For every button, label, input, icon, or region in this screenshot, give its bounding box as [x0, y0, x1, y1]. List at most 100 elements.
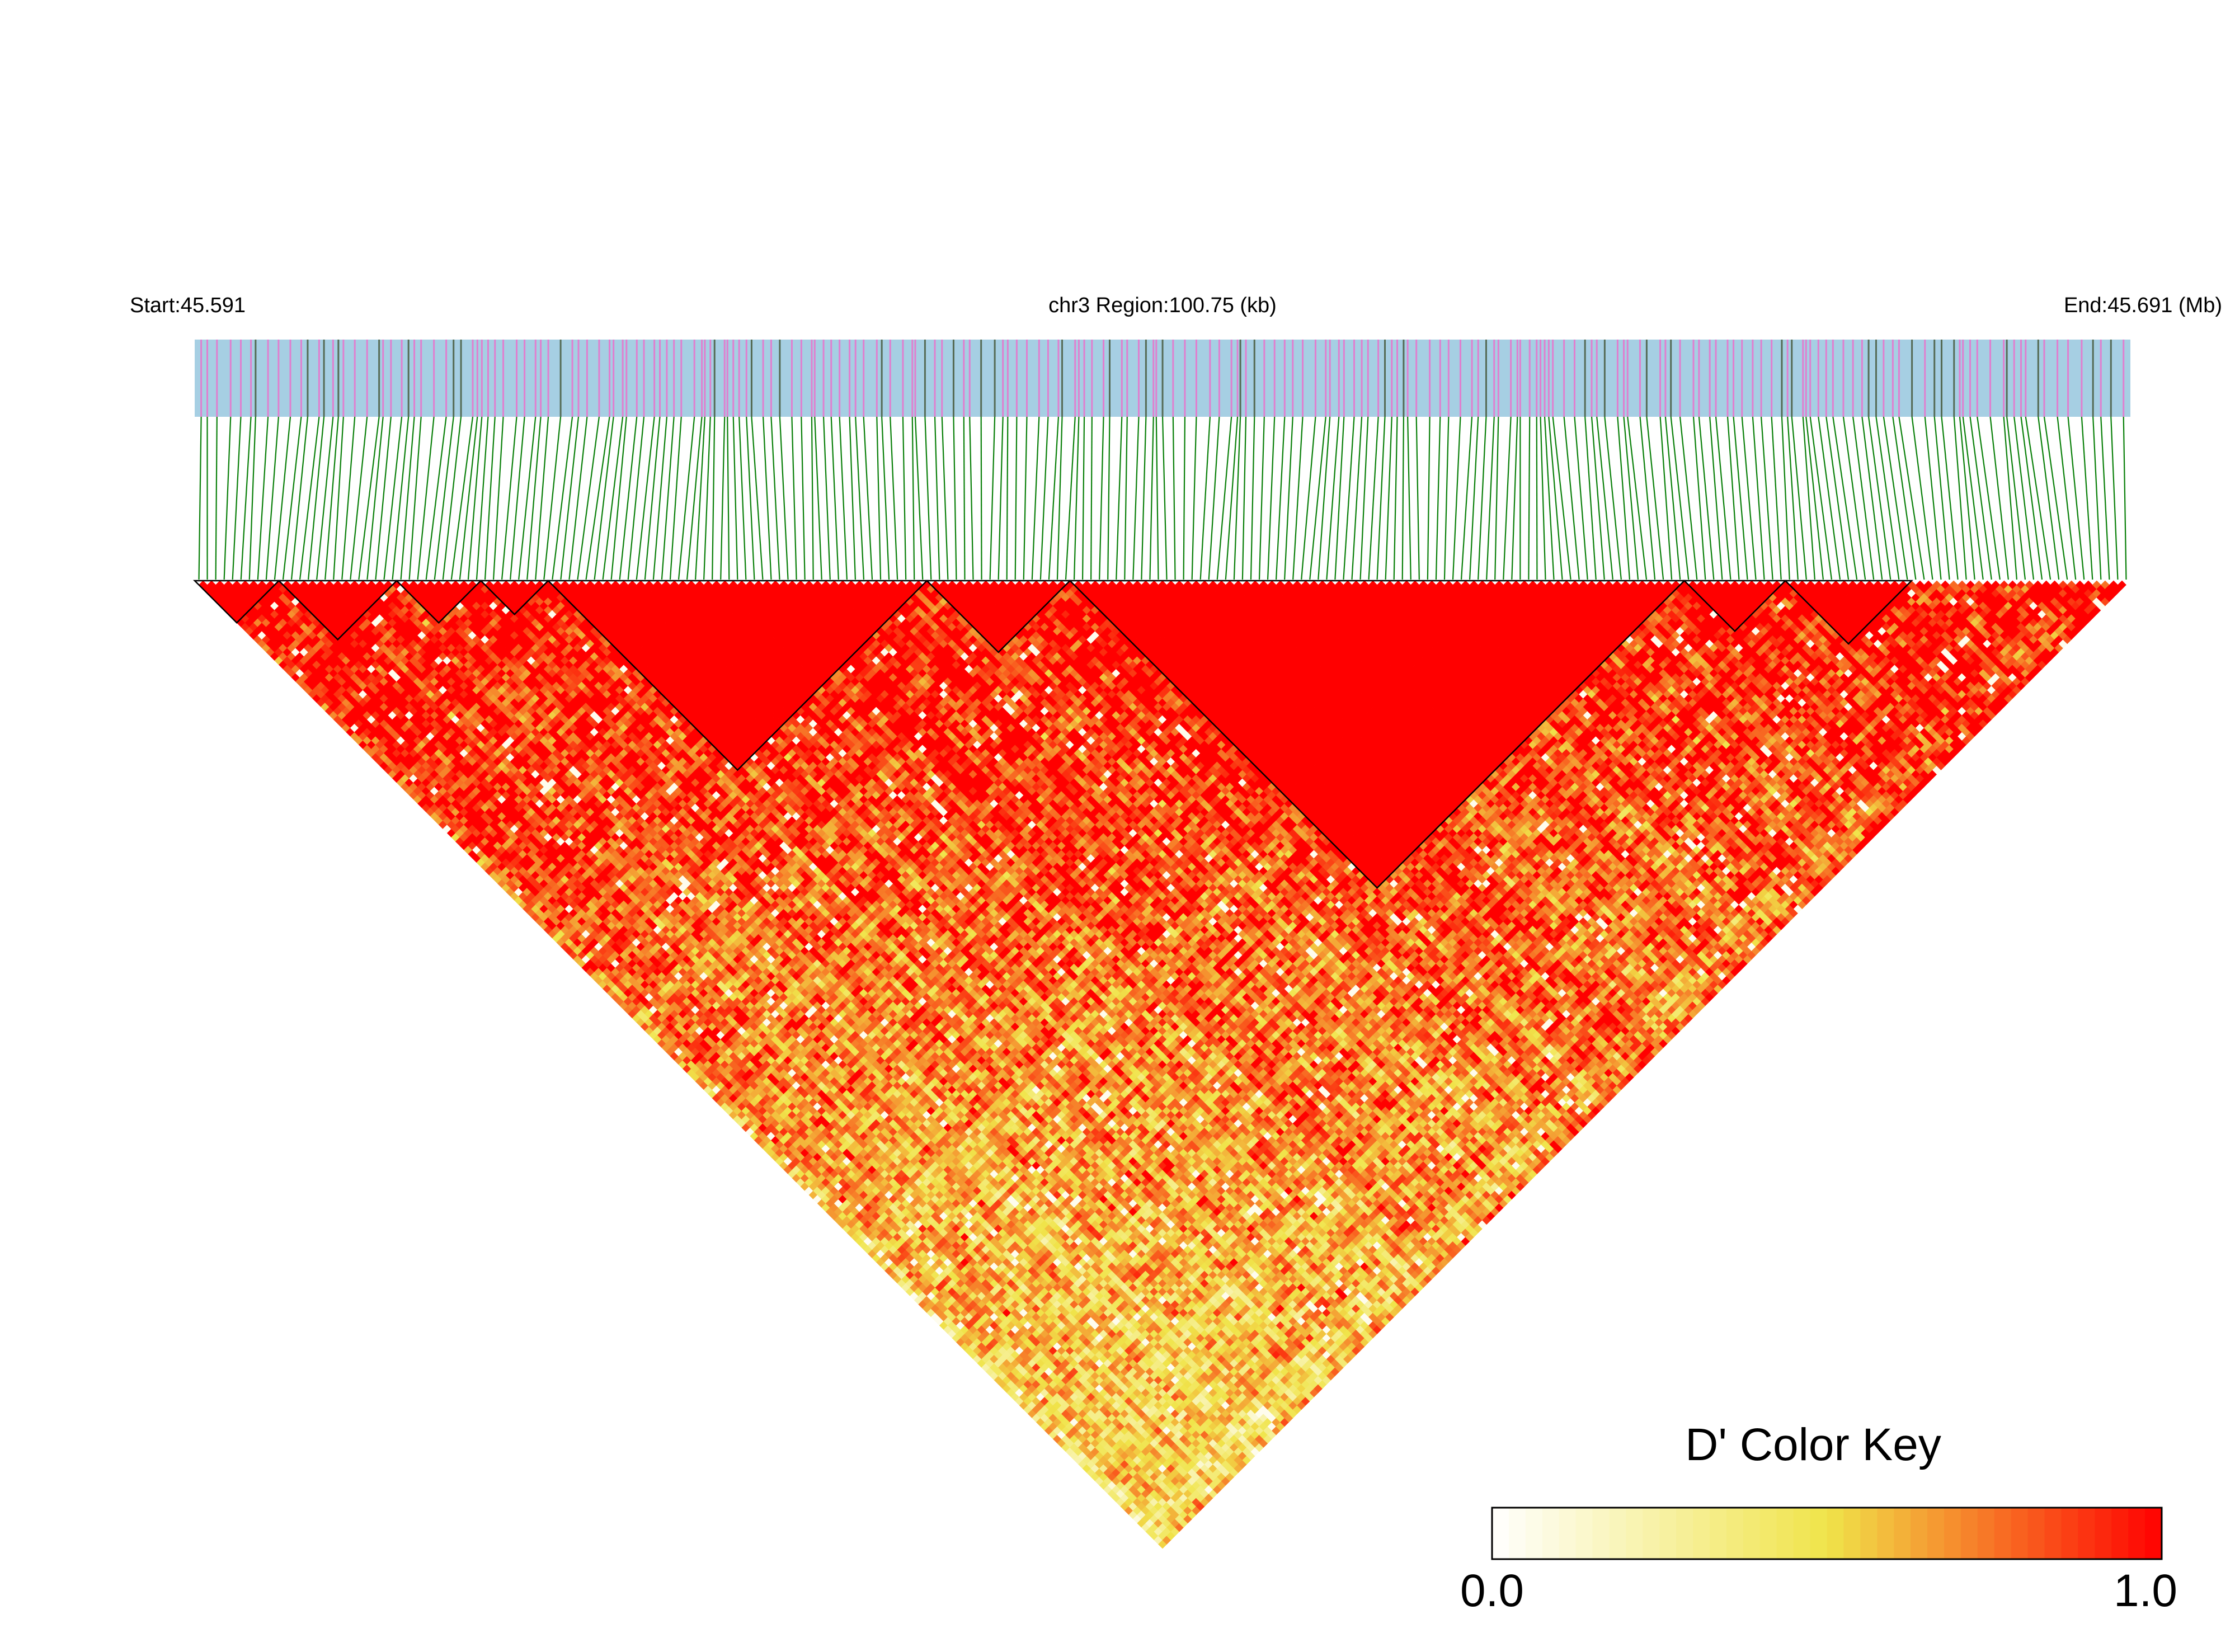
snp-marker — [1911, 340, 1913, 417]
snp-marker — [1540, 340, 1542, 417]
snp-connector — [1825, 416, 1850, 580]
snp-marker — [830, 340, 832, 417]
snp-connector — [1781, 416, 1790, 580]
snp-connector — [1892, 416, 1917, 580]
snp-marker — [693, 340, 695, 417]
snp-connector — [763, 416, 772, 580]
snp-connector — [1401, 416, 1405, 580]
snp-connector — [997, 416, 1004, 580]
snp-marker — [1596, 340, 1598, 417]
snp-connector — [1292, 416, 1304, 580]
snp-marker — [839, 340, 841, 417]
snp-marker — [1367, 340, 1369, 417]
snp-marker — [822, 340, 825, 417]
snp-connector — [1563, 416, 1580, 580]
snp-marker — [1137, 340, 1140, 417]
snp-marker — [1447, 340, 1450, 417]
snp-marker — [487, 340, 489, 417]
snp-marker — [1161, 340, 1164, 417]
snp-connector — [1056, 416, 1063, 580]
snp-connector — [890, 416, 898, 580]
snp-marker — [813, 340, 816, 417]
snp-connector — [1469, 416, 1479, 580]
snp-marker — [1519, 340, 1521, 417]
snp-marker — [1126, 340, 1128, 417]
snp-marker — [1924, 340, 1926, 417]
snp-connector — [2006, 416, 2026, 580]
snp-marker — [1802, 340, 1804, 417]
snp-marker — [713, 340, 716, 417]
snp-marker — [659, 340, 661, 417]
snp-marker — [1353, 340, 1356, 417]
snp-marker — [770, 340, 772, 417]
snp-connector — [1818, 416, 1841, 580]
snp-connector — [902, 416, 907, 580]
snp-connector — [1544, 416, 1555, 580]
snp-marker — [1832, 340, 1834, 417]
snp-connector — [2020, 416, 2043, 580]
snp-connector — [1334, 416, 1345, 580]
snp-connector — [1141, 416, 1147, 580]
snp-connector — [434, 416, 454, 580]
snp-connector — [1023, 416, 1028, 580]
snp-marker — [1002, 340, 1004, 417]
snp-connector — [822, 416, 831, 580]
snp-marker — [1109, 340, 1111, 417]
snp-connector — [492, 416, 504, 580]
snp-connector — [543, 416, 562, 580]
snp-connector — [1726, 416, 1740, 580]
snp-connector — [1941, 416, 1959, 580]
snp-marker — [934, 340, 936, 417]
snp-marker — [1809, 340, 1811, 417]
snp-marker — [1477, 340, 1479, 417]
snp-marker — [613, 340, 615, 417]
snp-marker — [643, 340, 645, 417]
snp-connector — [1478, 416, 1487, 580]
snp-marker — [390, 340, 392, 417]
snp-marker — [2043, 340, 2045, 417]
snp-connector — [1832, 416, 1858, 580]
snp-marker — [413, 340, 416, 417]
snp-marker — [2100, 340, 2102, 417]
snp-marker — [1391, 340, 1393, 417]
snp-connector — [1596, 416, 1613, 580]
snp-marker — [401, 340, 403, 417]
snp-marker — [723, 340, 726, 417]
snp-connector — [1031, 416, 1040, 580]
snp-connector — [1385, 416, 1392, 580]
snp-marker — [994, 340, 996, 417]
snp-marker — [1898, 340, 1900, 417]
snp-connector — [953, 416, 957, 580]
snp-connector — [1065, 416, 1076, 580]
snp-marker — [1861, 340, 1863, 417]
snp-marker — [366, 340, 368, 417]
snp-connector — [1733, 416, 1748, 580]
snp-marker — [1891, 340, 1894, 417]
snp-marker — [516, 340, 518, 417]
snp-marker — [1741, 340, 1743, 417]
snp-connector — [934, 416, 940, 580]
snp-connector — [1548, 416, 1563, 580]
snp-marker — [540, 340, 542, 417]
snp-marker — [1726, 340, 1729, 417]
snp-connector — [240, 416, 252, 580]
snp-connector — [1875, 416, 1900, 580]
snp-connector — [316, 416, 334, 580]
snp-connector — [791, 416, 797, 580]
snp-marker — [354, 340, 356, 417]
snp-connector — [1604, 416, 1622, 580]
snp-marker — [1406, 340, 1409, 417]
snp-connector — [2038, 416, 2060, 580]
snp-connector — [1006, 416, 1009, 580]
snp-connector — [1351, 416, 1363, 580]
ld-triangle-heatmap — [199, 580, 2126, 1549]
snp-marker — [1121, 340, 1123, 417]
snp-marker — [255, 340, 257, 417]
snp-marker — [216, 340, 218, 417]
snp-marker — [732, 340, 735, 417]
snp-marker — [779, 340, 781, 417]
snp-marker — [1184, 340, 1186, 417]
snp-marker — [342, 340, 345, 417]
snp-marker — [1883, 340, 1885, 417]
snp-marker — [2037, 340, 2039, 417]
